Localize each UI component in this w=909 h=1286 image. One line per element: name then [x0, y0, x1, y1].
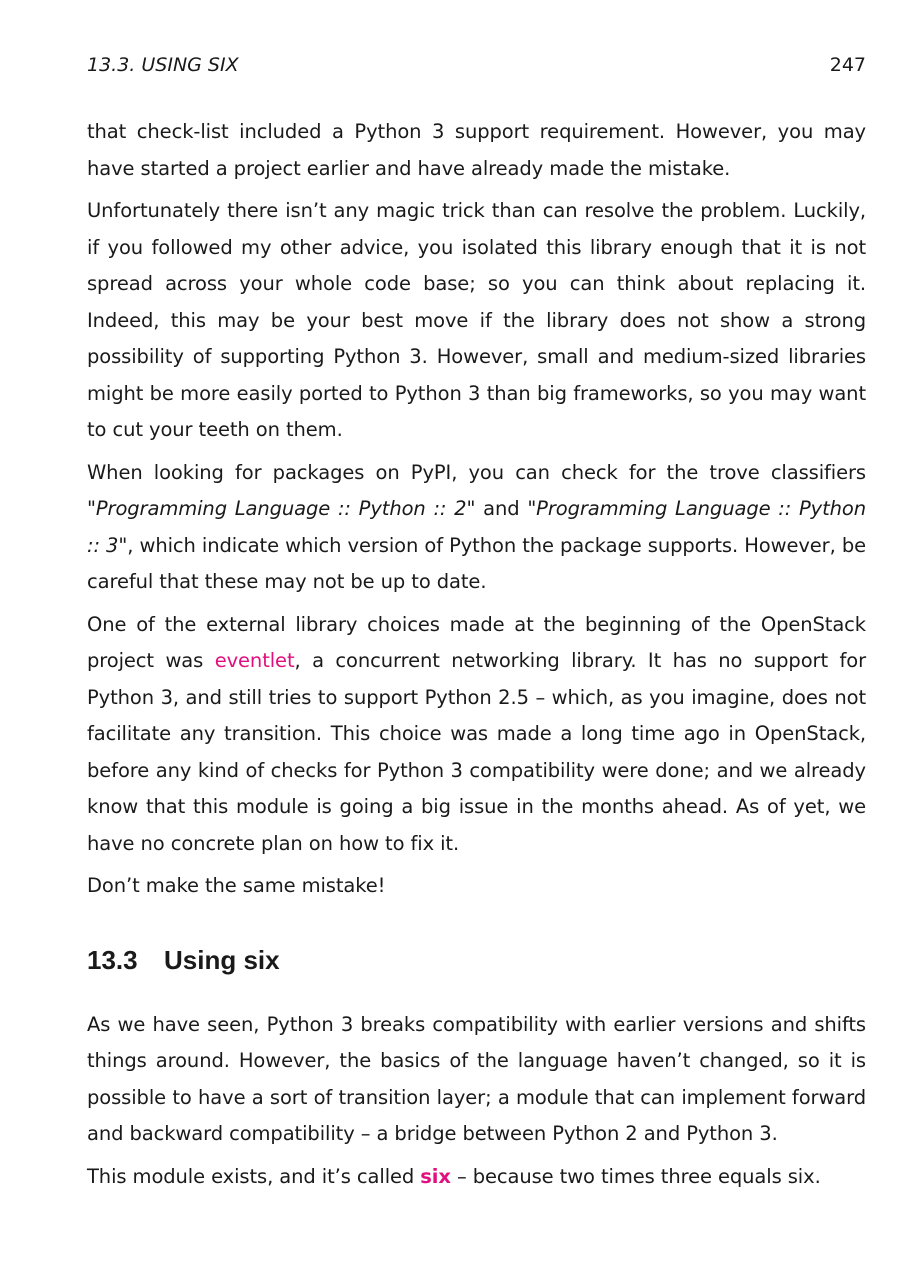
paragraph-text: Don’t make the same mistake!	[87, 874, 386, 897]
section-title: Using six	[164, 944, 280, 975]
trove-classifier-python3: "Programming Language :: Python :: 3"	[87, 497, 866, 557]
body-text: that check-list included a Python 3 supp…	[87, 114, 866, 1201]
eventlet-link[interactable]: eventlet	[214, 649, 295, 672]
paragraph-text: When looking for packages on PyPI, you c…	[87, 460, 866, 484]
paragraph: As we have seen, Python 3 breaks compati…	[87, 1007, 866, 1153]
paragraph-text: and	[475, 497, 528, 520]
section-heading: 13.3 Using six	[87, 943, 866, 977]
paragraph-text: , which indicate which version of Python…	[87, 533, 866, 594]
paragraph: This module exists, and it’s called six …	[87, 1159, 866, 1196]
paragraph: Unfortunately there isn’t any magic tric…	[87, 193, 866, 449]
paragraph: Don’t make the same mistake!	[87, 868, 866, 905]
trove-classifier-python2: "Programming Language :: Python :: 2"	[87, 497, 476, 520]
paragraph-text: As we have seen, Python 3 breaks compati…	[87, 1012, 866, 1146]
paragraph: When looking for packages on PyPI, you c…	[87, 455, 866, 601]
paragraph-text: that check-list included a Python 3 supp…	[87, 120, 866, 180]
six-link[interactable]: six	[420, 1164, 451, 1188]
section-number: 13.3	[87, 944, 138, 975]
paragraph-text: Unfortunately there isn’t any magic tric…	[87, 199, 866, 441]
header-chapter-title: 13.3. USING SIX	[87, 54, 239, 76]
paragraph-text: This module exists, and it’s called	[87, 1164, 421, 1188]
page-number: 247	[829, 54, 866, 76]
paragraph: One of the external library choices made…	[87, 607, 866, 863]
paragraph-text: , a concurrent networking library. It ha…	[87, 649, 866, 855]
paragraph: that check-list included a Python 3 supp…	[87, 114, 866, 187]
running-header: 13.3. USING SIX 247	[87, 54, 866, 80]
paragraph-text: – because two times three equals six.	[450, 1164, 821, 1188]
paragraph-text: One of the external library choices made…	[87, 612, 866, 673]
